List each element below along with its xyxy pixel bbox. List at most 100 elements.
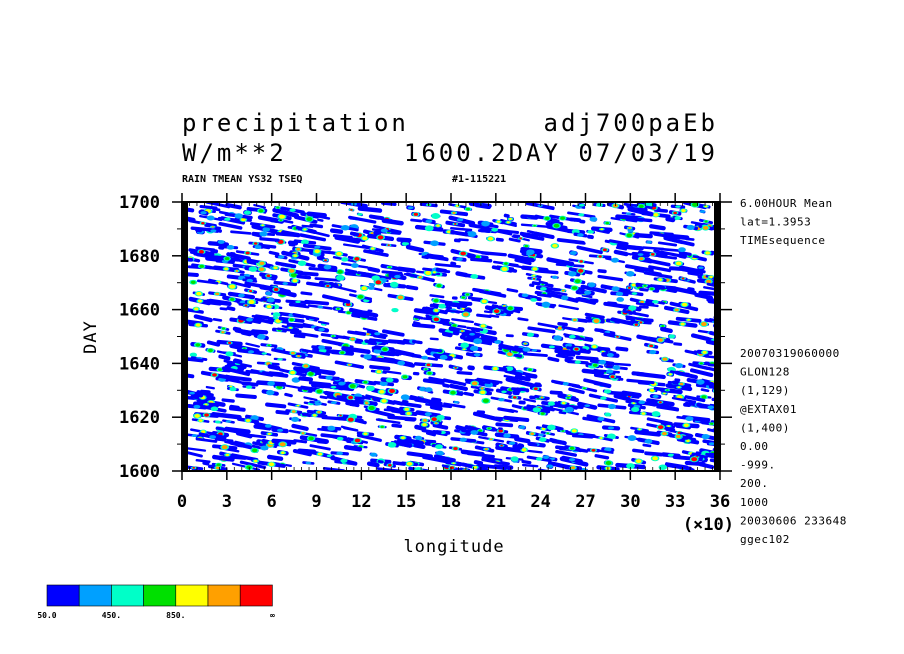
rain-core: [303, 228, 307, 231]
side-info-line: (1,400): [740, 421, 790, 434]
side-info-line: 200.: [740, 477, 769, 490]
rain-cell: [675, 205, 681, 208]
rain-core: [658, 278, 662, 281]
side-info-line: GLON128: [740, 366, 790, 379]
rain-streak: [349, 231, 360, 237]
rain-streak: [665, 216, 676, 223]
rain-streak: [531, 296, 537, 300]
rain-cell: [503, 433, 511, 438]
rain-core: [348, 395, 354, 400]
rain-cell: [374, 332, 381, 336]
rain-streak: [554, 348, 581, 356]
rain-streak: [326, 394, 352, 403]
rain-cell: [638, 400, 646, 405]
rain-streak: [290, 330, 319, 338]
rain-streak: [293, 439, 308, 444]
rain-streak: [687, 287, 695, 292]
rain-streak: [460, 449, 485, 457]
rain-cell: [553, 335, 562, 341]
rain-streak: [366, 461, 380, 468]
rain-streak: [231, 454, 248, 460]
rain-core: [208, 348, 213, 353]
rain-core: [675, 261, 682, 266]
rain-core: [686, 439, 690, 443]
rain-core: [387, 463, 392, 467]
rain-streak: [575, 355, 599, 361]
rain-core: [680, 322, 685, 326]
rain-cell: [217, 240, 225, 244]
legend-swatch: [46, 584, 80, 607]
rain-streak: [406, 451, 433, 459]
rain-core: [261, 224, 264, 227]
rain-streak: [391, 423, 403, 428]
legend-swatch: [78, 584, 112, 607]
rain-streak: [393, 440, 413, 448]
rain-streak: [221, 398, 235, 403]
rain-core: [610, 375, 615, 379]
rain-streak: [414, 424, 427, 431]
rain-streak: [638, 305, 649, 309]
x-tick-label: 27: [575, 492, 595, 512]
rain-core: [267, 432, 271, 435]
rain-cell: [701, 434, 710, 440]
rain-streak: [480, 334, 498, 341]
rain-core: [579, 260, 584, 263]
rain-cell: [531, 349, 538, 352]
rain-streak: [301, 348, 331, 356]
rain-cell: [584, 404, 591, 408]
rain-core: [382, 347, 388, 352]
rain-core: [422, 423, 427, 427]
rain-streak: [364, 339, 378, 345]
rain-cell: [340, 224, 350, 231]
rain-streak: [375, 418, 401, 424]
rain-core: [312, 414, 317, 417]
legend-swatch: [239, 584, 273, 607]
rain-streak: [396, 237, 412, 243]
rain-cell: [291, 416, 300, 422]
rain-cell: [335, 274, 345, 281]
x-tick-label: 18: [441, 492, 461, 512]
rain-cell: [537, 433, 544, 437]
rain-streak: [381, 218, 404, 226]
rain-cell: [229, 387, 237, 392]
rain-core: [679, 382, 684, 386]
rain-streak: [449, 383, 468, 392]
rain-core: [293, 254, 298, 258]
y-tick-labels: 1600 1620 1640 1660 1680 1700: [119, 193, 160, 482]
rain-streak: [345, 401, 360, 408]
rain-cell: [537, 204, 543, 208]
rain-streak: [356, 313, 370, 319]
rain-core: [687, 318, 691, 321]
rain-streak: [707, 363, 720, 368]
rain-cell: [522, 347, 531, 352]
legend-swatch: [207, 584, 241, 607]
rain-streak: [521, 460, 532, 465]
rain-core: [379, 389, 385, 394]
rain-streak: [642, 246, 665, 251]
rain-core: [422, 418, 427, 422]
rain-cell: [456, 218, 464, 222]
rain-core: [248, 289, 253, 293]
rain-streak: [633, 217, 653, 223]
rain-streak: [649, 224, 666, 231]
rain-core: [504, 262, 508, 265]
y-tick-label: 1620: [119, 408, 160, 428]
rain-streak: [303, 396, 318, 402]
rain-core: [701, 395, 707, 399]
rain-streak: [478, 289, 507, 298]
rain-cell: [578, 213, 585, 217]
rain-core: [266, 274, 271, 278]
rain-core: [450, 390, 456, 395]
rain-streak: [202, 461, 210, 466]
rain-core: [701, 322, 707, 327]
rain-core: [201, 222, 205, 225]
rain-core: [268, 462, 275, 467]
rain-streak: [369, 364, 391, 371]
side-info-line: ggec102: [740, 533, 790, 546]
rain-streak: [196, 279, 219, 285]
y-axis-label: DAY: [81, 320, 101, 354]
rain-streak: [299, 233, 327, 242]
rain-core: [635, 459, 642, 464]
rain-streak: [538, 280, 549, 285]
rain-core: [663, 392, 666, 395]
